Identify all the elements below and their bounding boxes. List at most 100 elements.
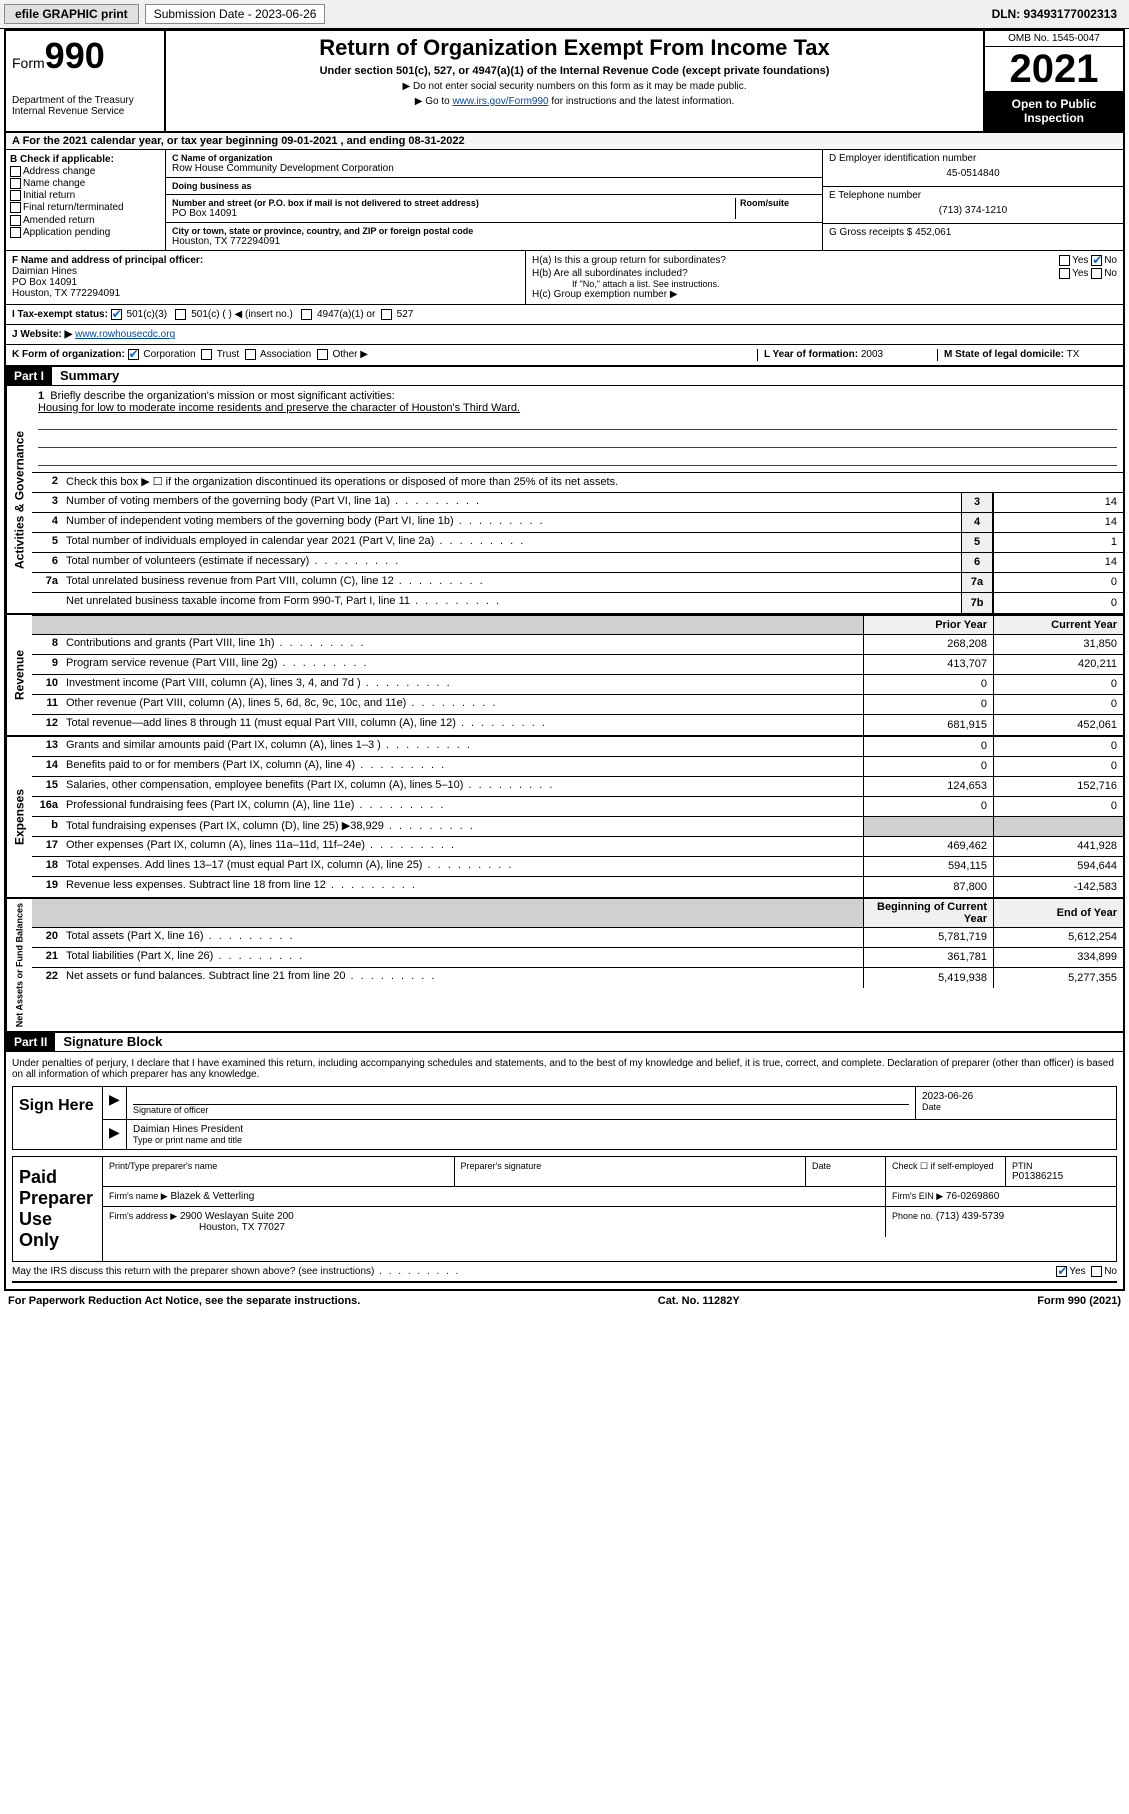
summary-line: bTotal fundraising expenses (Part IX, co…	[32, 817, 1123, 837]
self-employed-check[interactable]: Check ☐ if self-employed	[886, 1157, 1006, 1186]
prep-name-label: Print/Type preparer's name	[103, 1157, 455, 1186]
section-c: C Name of organization Row House Communi…	[166, 150, 823, 250]
firm-ein-value: 76-0269860	[946, 1191, 999, 1202]
part-2-header: Part II	[6, 1033, 55, 1051]
efile-graphic-button[interactable]: efile GRAPHIC print	[4, 4, 139, 24]
summary-revenue: Revenue Prior Year Current Year 8Contrib…	[6, 615, 1123, 737]
501c3-checkbox[interactable]	[111, 309, 122, 320]
mission-label: Briefly describe the organization's miss…	[50, 390, 394, 402]
dln-label: DLN: 93493177002313	[992, 7, 1125, 21]
website-label: J Website: ▶	[12, 329, 72, 340]
street-value: PO Box 14091	[172, 208, 731, 219]
officer-name: Daimian Hines	[12, 266, 519, 277]
prior-year-header: Prior Year	[863, 616, 993, 634]
section-f: F Name and address of principal officer:…	[6, 251, 526, 304]
section-f-h: F Name and address of principal officer:…	[6, 251, 1123, 305]
part-1-title: Summary	[52, 368, 119, 383]
hb-note: If "No," attach a list. See instructions…	[532, 279, 1117, 289]
check-name-change[interactable]: Name change	[10, 178, 161, 189]
tax-period-row: A For the 2021 calendar year, or tax yea…	[6, 133, 1123, 150]
summary-line: Net unrelated business taxable income fr…	[32, 593, 1123, 613]
section-b-title: B Check if applicable:	[10, 154, 161, 165]
phone-value: (713) 374-1210	[829, 201, 1117, 220]
street-label: Number and street (or P.O. box if mail i…	[172, 198, 731, 208]
firm-ein-label: Firm's EIN ▶	[892, 1191, 943, 1201]
phone-label: E Telephone number	[829, 190, 1117, 201]
dba-label: Doing business as	[172, 181, 816, 191]
omb-number: OMB No. 1545-0047	[985, 31, 1123, 47]
501c-checkbox[interactable]	[175, 309, 186, 320]
summary-net-assets: Net Assets or Fund Balances Beginning of…	[6, 899, 1123, 1033]
arrow-icon: ▶	[109, 1124, 120, 1140]
mission-blank-line	[38, 434, 1117, 448]
public-inspection: Open to Public Inspection	[985, 91, 1123, 131]
gross-receipts-value: 452,061	[915, 227, 951, 238]
end-year-header: End of Year	[993, 899, 1123, 927]
discuss-label: May the IRS discuss this return with the…	[12, 1266, 460, 1277]
irs-form990-link[interactable]: www.irs.gov/Form990	[452, 96, 548, 107]
527-checkbox[interactable]	[381, 309, 392, 320]
cat-number: Cat. No. 11282Y	[658, 1295, 740, 1307]
mission-blank-line	[38, 452, 1117, 466]
tax-exempt-label: I Tax-exempt status:	[12, 309, 108, 320]
part-2-title: Signature Block	[55, 1034, 162, 1049]
summary-line: 12Total revenue—add lines 8 through 11 (…	[32, 715, 1123, 735]
summary-line: 21Total liabilities (Part X, line 26)361…	[32, 948, 1123, 968]
mission-text: Housing for low to moderate income resid…	[38, 402, 1117, 414]
hc-label: H(c) Group exemption number ▶	[532, 289, 1117, 300]
efile-topbar: efile GRAPHIC print Submission Date - 20…	[0, 0, 1129, 29]
prep-sig-label: Preparer's signature	[455, 1157, 807, 1186]
summary-line: 17Other expenses (Part IX, column (A), l…	[32, 837, 1123, 857]
section-k: K Form of organization: Corporation Trus…	[6, 345, 1123, 366]
check-final-return[interactable]: Final return/terminated	[10, 202, 161, 213]
hb-yes-checkbox[interactable]	[1059, 268, 1070, 279]
mission-blank-line	[38, 416, 1117, 430]
assoc-checkbox[interactable]	[245, 349, 256, 360]
form-title: Return of Organization Exempt From Incom…	[174, 35, 975, 61]
discuss-no-checkbox[interactable]	[1091, 1266, 1102, 1277]
firm-city-value: Houston, TX 77027	[109, 1222, 879, 1233]
trust-checkbox[interactable]	[201, 349, 212, 360]
form-990-container: Form990 Department of the Treasury Inter…	[4, 29, 1125, 1291]
paperwork-notice: For Paperwork Reduction Act Notice, see …	[8, 1295, 360, 1307]
header-left: Form990 Department of the Treasury Inter…	[6, 31, 166, 131]
hb-label: H(b) Are all subordinates included?	[532, 268, 688, 279]
page-footer: For Paperwork Reduction Act Notice, see …	[0, 1291, 1129, 1311]
check-address-change[interactable]: Address change	[10, 166, 161, 177]
state-domicile-label: M State of legal domicile:	[944, 349, 1064, 360]
room-label: Room/suite	[740, 198, 816, 208]
4947-checkbox[interactable]	[301, 309, 312, 320]
officer-typed-name: Daimian Hines President	[133, 1124, 1110, 1135]
ptin-value: P01386215	[1012, 1171, 1110, 1182]
part-2-header-row: Part II Signature Block	[6, 1033, 1123, 1052]
check-application-pending[interactable]: Application pending	[10, 227, 161, 238]
firm-name-value: Blazek & Vetterling	[170, 1191, 254, 1202]
check-initial-return[interactable]: Initial return	[10, 190, 161, 201]
form-prefix: Form	[12, 55, 45, 71]
summary-line: 11Other revenue (Part VIII, column (A), …	[32, 695, 1123, 715]
sign-here-label: Sign Here	[13, 1087, 103, 1149]
city-label: City or town, state or province, country…	[172, 226, 816, 236]
current-year-header: Current Year	[993, 616, 1123, 634]
ein-value: 45-0514840	[829, 164, 1117, 183]
check-amended-return[interactable]: Amended return	[10, 215, 161, 226]
summary-line: 22Net assets or fund balances. Subtract …	[32, 968, 1123, 988]
hb-no-checkbox[interactable]	[1091, 268, 1102, 279]
ha-yes-checkbox[interactable]	[1059, 255, 1070, 266]
org-name: Row House Community Development Corporat…	[172, 163, 816, 174]
discuss-yes-checkbox[interactable]	[1056, 1266, 1067, 1277]
paid-preparer-label: Paid Preparer Use Only	[13, 1157, 103, 1261]
side-label-expenses: Expenses	[6, 737, 32, 897]
corp-checkbox[interactable]	[128, 349, 139, 360]
org-website-link[interactable]: www.rowhousecdc.org	[75, 329, 175, 340]
other-checkbox[interactable]	[317, 349, 328, 360]
summary-activities-governance: Activities & Governance 1 Briefly descri…	[6, 386, 1123, 615]
submission-date: Submission Date - 2023-06-26	[145, 4, 326, 24]
side-label-ag: Activities & Governance	[6, 386, 32, 613]
ein-label: D Employer identification number	[829, 153, 1117, 164]
summary-line: 15Salaries, other compensation, employee…	[32, 777, 1123, 797]
side-label-revenue: Revenue	[6, 615, 32, 735]
firm-phone-label: Phone no.	[892, 1211, 933, 1221]
form-number: 990	[45, 35, 105, 76]
ha-no-checkbox[interactable]	[1091, 255, 1102, 266]
